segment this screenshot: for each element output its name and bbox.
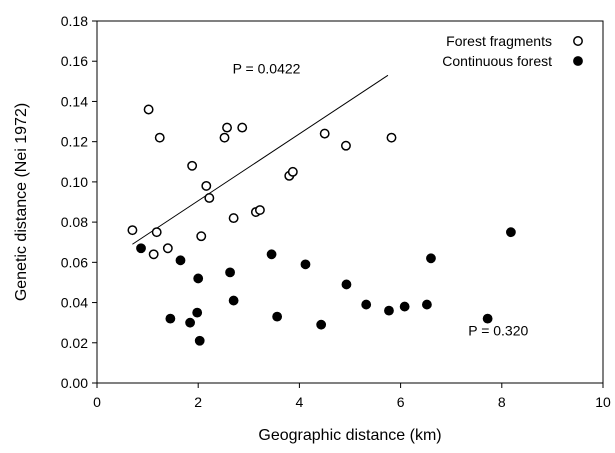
continuous-point — [266, 249, 277, 260]
y-tick-label: 0.14 — [61, 93, 88, 109]
x-tick-label: 0 — [93, 394, 101, 410]
legend-label: Forest fragments — [446, 33, 552, 49]
x-tick-label: 6 — [397, 394, 405, 410]
fragment-point — [237, 122, 248, 133]
continuous-point — [384, 305, 394, 316]
y-tick-label: 0.16 — [61, 53, 88, 69]
legend-label: Continuous forest — [442, 53, 552, 69]
p-value-annotation: P = 0.0422 — [233, 60, 301, 76]
continuous-point — [426, 253, 436, 264]
x-tick-label: 2 — [194, 394, 202, 410]
continuous-point — [193, 273, 204, 284]
y-tick-label: 0.02 — [61, 335, 88, 351]
continuous-point — [228, 295, 239, 306]
y-axis-title: Genetic distance (Nei 1972) — [13, 103, 30, 301]
continuous-point — [482, 313, 493, 324]
legend-marker — [573, 56, 583, 66]
fragment-point — [341, 140, 351, 151]
fragment-point — [154, 132, 165, 143]
fragment-point — [151, 227, 162, 238]
annotations: P = 0.0422 P = 0.320 — [233, 60, 529, 338]
fragment-point — [143, 104, 154, 115]
continuous-point — [399, 301, 410, 312]
y-tick-label: 0.18 — [61, 13, 88, 29]
y-tick-label: 0.06 — [61, 254, 88, 270]
continuous-point — [165, 313, 176, 324]
continuous-point — [175, 255, 186, 266]
fragment-point — [254, 205, 265, 215]
continuous-point — [225, 267, 235, 278]
fragment-point — [204, 193, 215, 203]
fragment-point — [219, 132, 230, 143]
continuous-point — [341, 279, 352, 290]
continuous-point — [422, 299, 432, 310]
continuous-point — [506, 227, 516, 238]
plot-frame — [96, 20, 604, 384]
continuous-point — [192, 307, 203, 318]
fragment-point — [162, 243, 173, 254]
fragment-point — [127, 225, 138, 236]
fragment-point — [201, 180, 212, 191]
p-value-annotation: P = 0.320 — [468, 323, 528, 339]
legend-marker — [573, 36, 583, 46]
x-tick-label: 10 — [595, 394, 611, 410]
fragment-point — [222, 122, 232, 133]
continuous-point — [300, 259, 311, 270]
legend: Forest fragments Continuous forest — [442, 33, 583, 69]
regression-line — [132, 74, 389, 245]
continuous-point — [194, 335, 205, 346]
fragment-point — [319, 128, 330, 139]
y-tick-label: 0.10 — [61, 174, 88, 190]
y-tick-label: 0.08 — [61, 214, 88, 230]
x-tick-label: 8 — [498, 394, 506, 410]
data-marks — [127, 74, 516, 346]
axes: 0 2 4 6 8 10 0.00 0.02 0.04 0.06 0.08 0.10 0.12 0.14 0… — [13, 13, 611, 444]
x-axis-title: Geographic distance (km) — [258, 427, 441, 444]
fragment-point — [287, 166, 298, 177]
fragment-point — [187, 160, 198, 171]
y-tick-label: 0.04 — [61, 295, 88, 311]
continuous-point — [272, 311, 283, 322]
continuous-point — [136, 243, 146, 254]
continuous-point — [185, 317, 196, 328]
y-tick-label: 0.12 — [61, 134, 88, 150]
continuous-point — [316, 319, 327, 330]
x-tick-label: 4 — [296, 394, 304, 410]
fragment-point — [196, 231, 207, 242]
fragment-point — [386, 132, 397, 143]
fragment-point — [148, 249, 159, 260]
y-tick-label: 0.00 — [61, 375, 88, 391]
fragment-point — [228, 213, 239, 224]
continuous-point — [361, 299, 372, 310]
